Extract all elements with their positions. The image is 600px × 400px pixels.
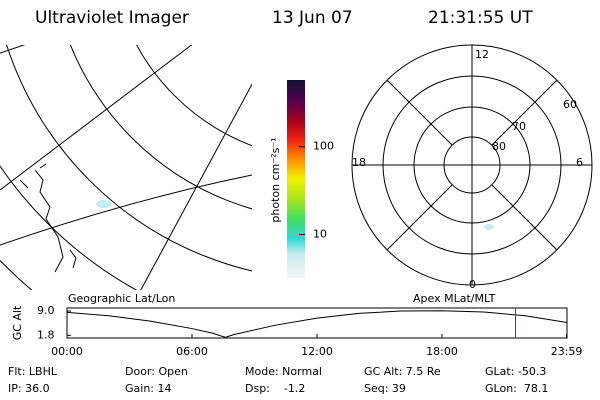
colorbar-tick-label: 10 [313,228,327,241]
y-tick-label: 1.8 [37,328,55,341]
mlat-label: 80 [492,140,506,153]
colorbar [287,80,305,278]
y-axis-label: GC Alt [11,305,24,340]
status-field: Seq: 39 [364,382,406,395]
status-field: GC Alt: 7.5 Re [364,365,441,378]
panel-label: Geographic Lat/Lon [68,292,175,305]
status-field: GLon: 78.1 [485,382,548,395]
mlat-label: 60 [563,98,577,111]
mlt-label: 12 [475,48,489,61]
mlt-label: 0 [469,278,476,291]
status-field: Gain: 14 [125,382,172,395]
status-field: Mode: Normal [245,365,322,378]
x-tick-label: 12:00 [301,345,333,358]
x-tick-label: 00:00 [51,345,83,358]
mlat-label: 70 [512,120,526,133]
title: Ultraviolet Imager [35,8,189,28]
x-tick-label: 06:00 [176,345,208,358]
panel-label: Apex MLat/MLT [413,292,496,305]
x-tick-label: 18:00 [426,345,458,358]
mlt-label: 6 [576,156,583,169]
colorbar-tick-label: 100 [313,140,334,153]
status-field: Dsp: -1.2 [245,382,305,395]
status-field: GLat: -50.3 [485,365,546,378]
status-field: IP: 36.0 [8,382,50,395]
status-field: Door: Open [125,365,188,378]
polar-grid [351,44,593,286]
status-field: Flt: LBHL [8,365,58,378]
y-tick-label: 9.0 [37,304,55,317]
x-tick-label: 23:59 [551,345,583,358]
altitude-curve [66,310,568,338]
time: 21:31:55 UT [428,8,533,28]
mlt-label: 18 [352,156,366,169]
date: 13 Jun 07 [272,8,353,28]
colorbar-label: photon cm⁻²s⁻¹ [269,137,282,222]
